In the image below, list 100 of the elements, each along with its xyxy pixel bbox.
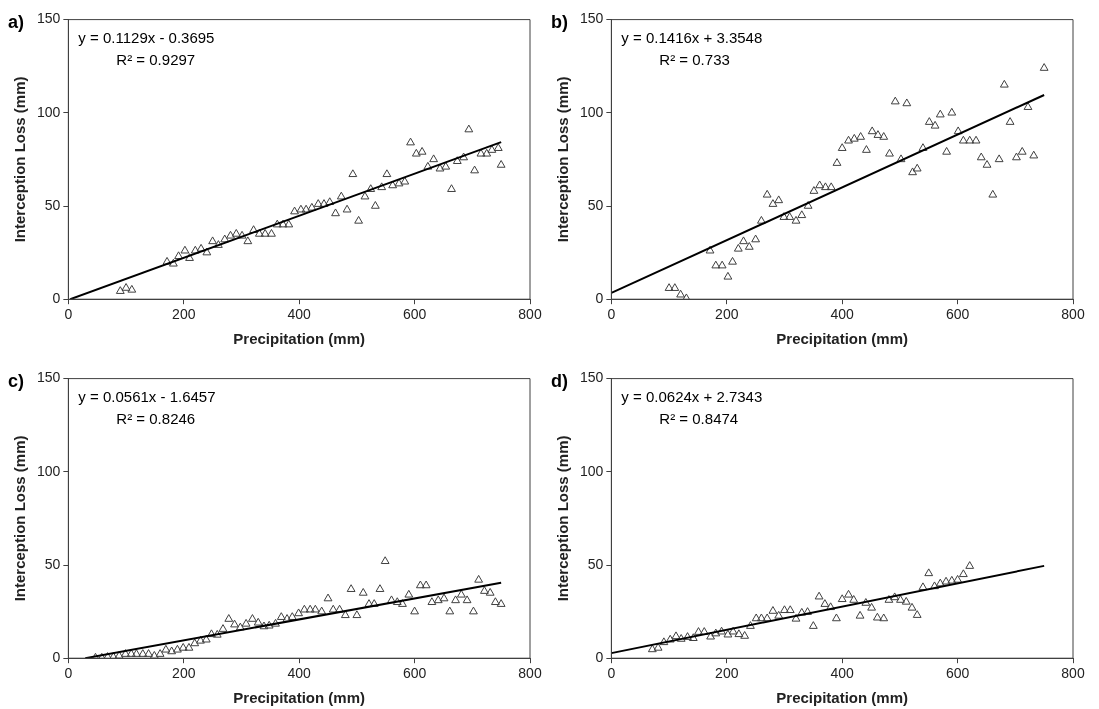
x-tick-label: 600 xyxy=(945,306,970,323)
x-tick-label: 400 xyxy=(830,665,855,682)
x-tick-label: 400 xyxy=(287,665,312,682)
x-tick-label: 800 xyxy=(518,306,542,323)
y-axis-title: Interception Loss (mm) xyxy=(11,76,29,243)
point xyxy=(671,631,681,640)
point xyxy=(694,627,703,635)
point xyxy=(808,621,818,629)
y-axis-title: Interception Loss (mm) xyxy=(554,435,572,602)
y-tick-label: 50 xyxy=(587,196,604,213)
y-tick-label: 50 xyxy=(587,555,604,572)
point xyxy=(797,607,807,616)
point xyxy=(740,631,750,639)
point xyxy=(947,575,957,584)
point xyxy=(706,631,716,640)
point xyxy=(676,634,686,642)
point xyxy=(757,613,766,622)
x-tick-label: 600 xyxy=(945,665,970,682)
point xyxy=(958,569,968,578)
x-tick-label: 200 xyxy=(172,306,196,323)
annotation: y = 0.1129x - 0.3695 xyxy=(78,29,215,47)
point xyxy=(711,628,721,637)
chart-title: a) xyxy=(8,11,25,32)
x-tick-label: 600 xyxy=(402,306,427,323)
point xyxy=(930,581,939,590)
y-tick-label: 100 xyxy=(580,103,604,120)
annotation: R² = 0.8474 xyxy=(659,410,739,428)
point xyxy=(855,610,865,619)
point xyxy=(861,598,871,606)
point xyxy=(820,599,830,607)
point xyxy=(832,613,841,622)
x-tick-label: 400 xyxy=(287,306,312,323)
point xyxy=(699,627,709,635)
annotation: R² = 0.8246 xyxy=(116,410,196,428)
annotation: y = 0.0624x + 2.7343 xyxy=(621,388,763,406)
chart-title: c) xyxy=(8,370,25,391)
point xyxy=(896,595,905,603)
point xyxy=(814,591,824,600)
x-tick-label: 400 xyxy=(830,306,855,323)
annotation: R² = 0.733 xyxy=(659,51,730,69)
point xyxy=(803,607,812,615)
x-axis-title: Precipitation (mm) xyxy=(776,330,909,348)
x-tick-label: 200 xyxy=(715,306,739,323)
point xyxy=(785,605,795,614)
point xyxy=(935,578,945,587)
x-tick-label: 0 xyxy=(607,665,616,682)
point xyxy=(791,613,801,622)
x-tick-label: 200 xyxy=(172,665,196,682)
x-tick-label: 800 xyxy=(1061,306,1085,323)
point xyxy=(688,633,698,642)
annotation: y = 0.0561x - 1.6457 xyxy=(78,388,216,406)
y-tick-label: 50 xyxy=(44,196,61,213)
chart-title: d) xyxy=(551,370,568,391)
y-tick-label: 0 xyxy=(52,290,61,307)
point xyxy=(780,605,789,614)
point xyxy=(723,629,733,638)
chart-title: b) xyxy=(551,11,568,32)
point xyxy=(872,612,882,621)
y-tick-label: 0 xyxy=(595,649,604,666)
x-tick-label: 600 xyxy=(402,665,427,682)
y-axis-title: Interception Loss (mm) xyxy=(11,435,29,602)
annotation: R² = 0.9297 xyxy=(116,51,196,69)
y-tick-label: 150 xyxy=(580,369,604,386)
point xyxy=(901,596,911,605)
point xyxy=(665,634,675,643)
point xyxy=(953,574,962,583)
point xyxy=(728,626,738,635)
point xyxy=(924,568,934,577)
point xyxy=(907,602,917,611)
point xyxy=(890,592,900,601)
x-axis-title: Precipitation (mm) xyxy=(233,689,366,707)
annotation: y = 0.1416x + 3.3548 xyxy=(621,29,763,47)
point xyxy=(734,629,744,638)
point xyxy=(768,606,778,614)
point xyxy=(849,595,859,603)
point xyxy=(941,576,951,585)
y-tick-label: 0 xyxy=(595,290,604,307)
x-axis-title: Precipitation (mm) xyxy=(233,330,366,348)
point xyxy=(751,613,761,622)
point xyxy=(837,594,847,603)
y-axis-title: Interception Loss (mm) xyxy=(554,76,572,243)
point xyxy=(867,602,877,611)
x-tick-label: 0 xyxy=(64,306,73,323)
y-tick-label: 150 xyxy=(580,10,604,27)
point xyxy=(647,644,657,653)
y-tick-label: 100 xyxy=(37,103,61,120)
y-tick-label: 150 xyxy=(37,369,61,386)
point xyxy=(965,561,975,569)
x-tick-label: 0 xyxy=(607,306,616,323)
y-tick-label: 50 xyxy=(44,555,61,572)
point xyxy=(774,610,784,619)
point xyxy=(918,582,928,591)
x-tick-label: 800 xyxy=(518,665,542,682)
point xyxy=(717,626,726,635)
point xyxy=(884,595,894,603)
point xyxy=(879,613,889,622)
x-tick-label: 200 xyxy=(715,665,739,682)
point xyxy=(912,610,922,618)
point xyxy=(762,613,772,622)
point xyxy=(826,602,836,611)
